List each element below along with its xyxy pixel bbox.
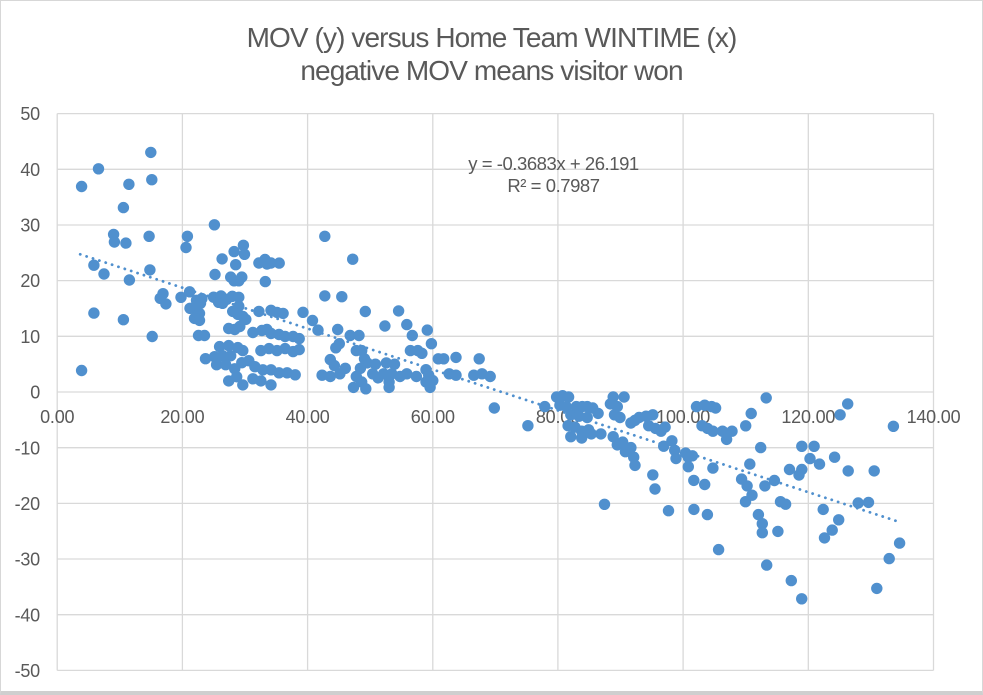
svg-text:-40: -40: [15, 605, 41, 625]
svg-text:0: 0: [30, 383, 40, 403]
svg-text:30: 30: [20, 216, 40, 236]
svg-text:140.00: 140.00: [907, 407, 961, 427]
svg-text:60.00: 60.00: [411, 407, 455, 427]
svg-text:10: 10: [20, 327, 40, 347]
svg-text:20: 20: [20, 271, 40, 291]
svg-text:120.00: 120.00: [781, 407, 835, 427]
svg-text:50: 50: [20, 104, 40, 124]
svg-text:-30: -30: [15, 550, 41, 570]
svg-text:-10: -10: [15, 438, 41, 458]
svg-text:40.00: 40.00: [286, 407, 330, 427]
svg-text:-20: -20: [15, 494, 41, 514]
svg-text:20.00: 20.00: [160, 407, 204, 427]
svg-text:40: 40: [20, 160, 40, 180]
svg-text:0.00: 0.00: [40, 407, 74, 427]
svg-text:-50: -50: [15, 661, 41, 681]
